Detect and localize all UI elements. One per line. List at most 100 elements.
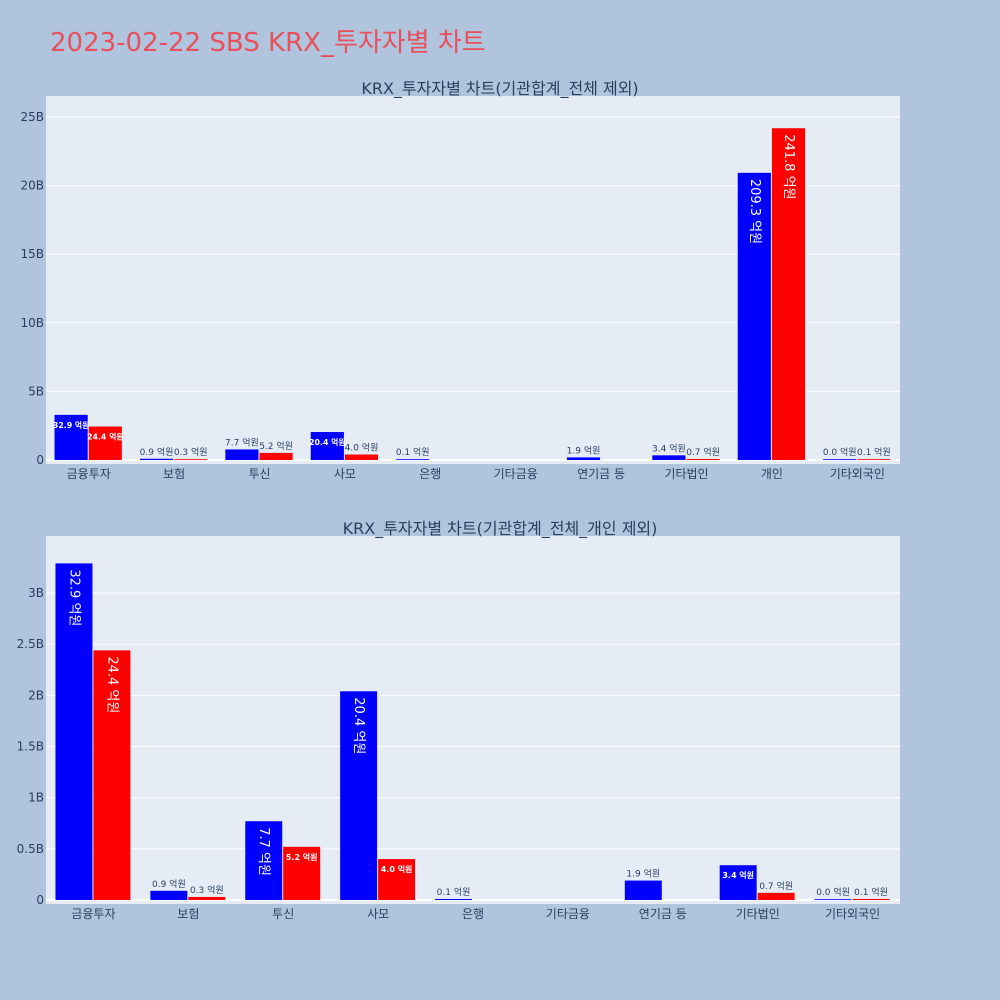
- bar: [624, 880, 662, 900]
- bar: [225, 449, 259, 460]
- bar: [378, 859, 416, 900]
- x-tick-label: 연기금 등: [577, 467, 625, 481]
- y-tick-label: 25B: [20, 110, 44, 124]
- bar: [283, 846, 321, 900]
- chart-title: KRX_투자자별 차트(기관합계_전체 제외): [361, 79, 638, 99]
- data-label: 32.9 억원: [53, 420, 89, 430]
- bar: [344, 454, 379, 460]
- y-tick-label: 0.5B: [17, 842, 44, 856]
- x-tick-label: 보험: [163, 467, 185, 481]
- data-label: 5.2 억원: [259, 440, 293, 452]
- bar: [310, 432, 344, 460]
- bar: [396, 459, 430, 460]
- x-tick-label: 기타외국인: [825, 907, 880, 921]
- bar: [150, 890, 188, 900]
- x-tick-label: 기타금융: [494, 467, 538, 481]
- chart-title: KRX_투자자별 차트(기관합계_전체_개인 제외): [343, 519, 658, 539]
- data-label: 24.4 억원: [87, 432, 123, 442]
- bar: [737, 172, 771, 460]
- bar: [245, 821, 283, 900]
- data-label: 0.1 억원: [857, 446, 891, 458]
- y-tick-label: 2.5B: [17, 637, 44, 651]
- x-tick-label: 기타법인: [664, 467, 708, 481]
- bar: [55, 563, 93, 900]
- x-tick-label: 투신: [272, 907, 294, 921]
- bar: [719, 865, 757, 900]
- y-tick-label: 0: [36, 453, 44, 467]
- y-tick-label: 1B: [28, 791, 44, 805]
- bar: [435, 898, 472, 900]
- x-tick-label: 기타금융: [546, 907, 590, 921]
- y-tick-label: 20B: [20, 179, 44, 193]
- data-label: 0.9 억원: [140, 446, 174, 458]
- data-label: 0.0 억원: [823, 446, 857, 458]
- bar: [340, 691, 378, 900]
- plot-area: [46, 536, 900, 904]
- data-label: 0.3 억원: [174, 446, 208, 458]
- data-label: 7.7 억원: [225, 436, 259, 448]
- x-tick-label: 연기금 등: [639, 907, 687, 921]
- data-label: 3.4 억원: [652, 442, 686, 454]
- data-label: 0.9 억원: [152, 878, 186, 890]
- data-label: 241.8 억원: [781, 134, 796, 199]
- bar: [652, 455, 686, 460]
- data-label: 4.0 억원: [381, 864, 413, 874]
- data-label: 24.4 억원: [104, 656, 119, 713]
- page-title: 2023-02-22 SBS KRX_투자자별 차트: [50, 28, 486, 58]
- y-tick-label: 10B: [20, 316, 44, 330]
- x-tick-label: 보험: [177, 907, 199, 921]
- data-label: 0.3 억원: [190, 884, 224, 896]
- bar: [259, 452, 293, 460]
- bar: [814, 899, 852, 900]
- x-tick-label: 금융투자: [67, 467, 111, 481]
- y-tick-label: 15B: [20, 247, 44, 261]
- data-label: 20.4 억원: [309, 437, 345, 447]
- y-tick-label: 5B: [28, 384, 44, 398]
- bar: [54, 414, 88, 460]
- chart-1: KRX_투자자별 차트(기관합계_전체 제외) 0 5B 10B 15B 20B 25B 금융…: [20, 79, 900, 481]
- data-label: 20.4 억원: [351, 697, 366, 754]
- data-label: 1.9 억원: [626, 868, 660, 880]
- x-tick-label: 금융투자: [71, 907, 115, 921]
- x-tick-label: 개인: [761, 467, 783, 481]
- data-label: 0.1 억원: [854, 886, 888, 898]
- bar: [852, 898, 890, 900]
- y-tick-label: 1.5B: [17, 740, 44, 754]
- bar: [757, 892, 795, 900]
- data-label: 0.1 억원: [396, 446, 430, 458]
- data-label: 3.4 억원: [722, 870, 754, 880]
- chart-2: KRX_투자자별 차트(기관합계_전체_개인 제외) 0 0.5B 1B 1.5B 2B 2…: [17, 519, 900, 921]
- x-tick-label: 기타외국인: [830, 467, 885, 481]
- data-label: 0.7 억원: [686, 446, 720, 458]
- data-label: 32.9 억원: [66, 569, 81, 626]
- data-label: 1.9 억원: [567, 444, 601, 456]
- y-tick-label: 0: [36, 893, 44, 907]
- y-tick-label: 3B: [28, 586, 44, 600]
- bar: [174, 459, 208, 460]
- data-label: 5.2 억원: [286, 852, 318, 862]
- bar: [566, 457, 601, 460]
- bar: [188, 896, 226, 900]
- data-label: 0.7 억원: [759, 880, 793, 892]
- y-tick-label: 2B: [28, 688, 44, 702]
- bar: [857, 459, 891, 460]
- data-label: 0.0 억원: [816, 886, 850, 898]
- bar: [686, 459, 720, 460]
- x-tick-label: 사모: [367, 907, 389, 921]
- x-tick-label: 은행: [462, 906, 484, 921]
- data-label: 209.3 억원: [747, 179, 762, 244]
- bar: [139, 458, 174, 460]
- x-tick-label: 기타법인: [736, 907, 780, 921]
- x-tick-label: 사모: [334, 467, 356, 481]
- bar: [93, 650, 131, 900]
- data-label: 4.0 억원: [345, 442, 379, 454]
- bar: [823, 459, 857, 460]
- bar: [771, 128, 806, 460]
- data-label: 0.1 억원: [437, 886, 471, 898]
- bar: [88, 426, 122, 460]
- x-tick-label: 투신: [248, 467, 270, 481]
- data-label: 7.7 억원: [256, 827, 271, 876]
- x-tick-label: 은행: [419, 466, 441, 481]
